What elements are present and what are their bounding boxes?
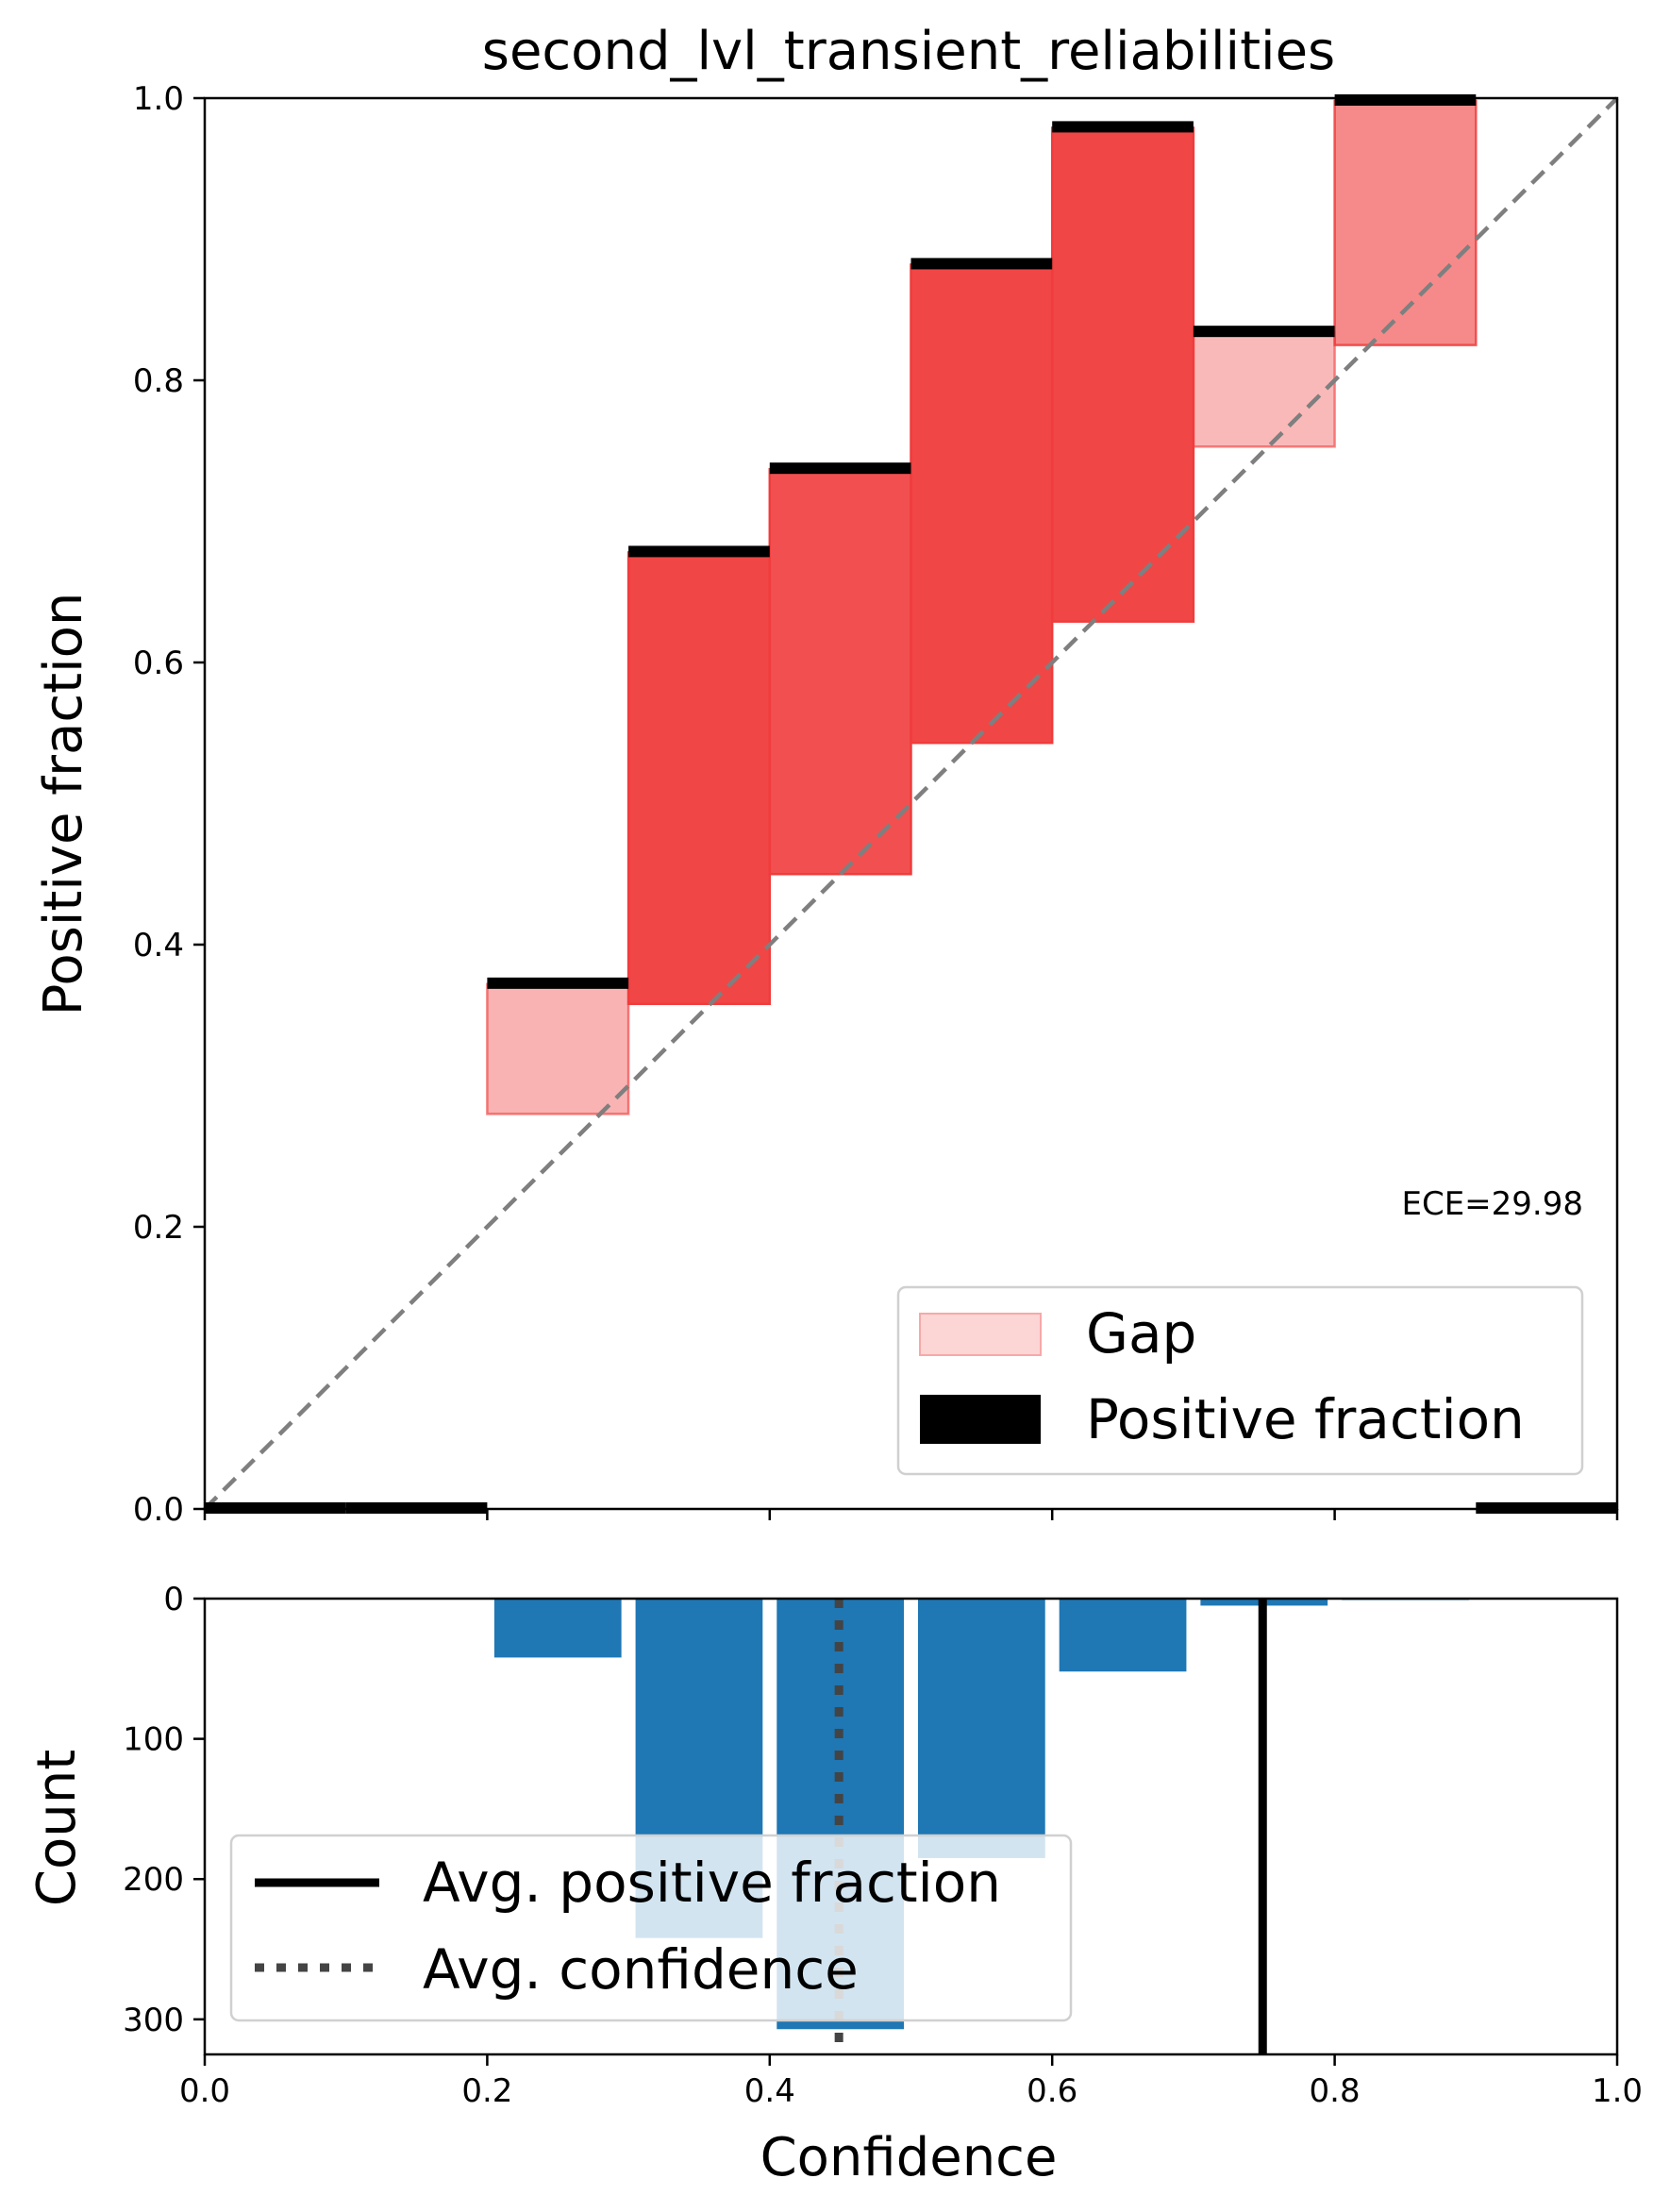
- top-plot-frame: [203, 96, 1619, 1511]
- perfect-calibration-line: [203, 96, 1619, 1511]
- top-x-ticks: [203, 1509, 1619, 1520]
- bottom-legend: Avg. positive fraction Avg. confidence: [229, 1834, 1073, 2022]
- gap-bar: [1333, 99, 1478, 346]
- gap-bar: [486, 982, 630, 1115]
- legend-swatch-gap: [919, 1313, 1042, 1356]
- x-tick-label: 0.6: [1027, 2072, 1077, 2110]
- x-tick-label: 0.0: [179, 2072, 230, 2110]
- positive-fraction-mark: [487, 977, 629, 989]
- gap-bar: [1192, 330, 1336, 448]
- positive-fraction-mark: [1052, 121, 1194, 133]
- chart-title: second_lvl_transient_reliabilities: [482, 21, 1335, 82]
- y-tick-label: 0: [163, 1581, 184, 1618]
- ece-annotation: ECE=29.98: [1401, 1185, 1583, 1223]
- gap-bar: [768, 467, 912, 876]
- top-legend: Gap Positive fraction: [896, 1285, 1584, 1476]
- gap-bars: [486, 99, 1478, 1115]
- gap-bar: [1050, 126, 1195, 623]
- legend-label-avg-confidence: Avg. confidence: [423, 1937, 859, 2002]
- y-tick-label: 0.2: [133, 1209, 184, 1247]
- y-tick-label: 0.4: [133, 927, 184, 964]
- average-lines: [834, 1599, 1267, 2054]
- y-axis-label-top: Positive fraction: [33, 593, 94, 1016]
- bottom-plot-frame: [203, 1597, 1619, 2056]
- legend-swatch-positive-fraction: [920, 1395, 1041, 1444]
- positive-fraction-marks: [205, 93, 1617, 1514]
- legend-label-avg-positive-fraction: Avg. positive fraction: [423, 1851, 1001, 1915]
- y-axis-label-bottom: Count: [26, 1750, 88, 1906]
- legend-box: [229, 1834, 1073, 2022]
- x-tick-label: 1.0: [1592, 2072, 1643, 2110]
- count-bar: [493, 1599, 622, 1658]
- y-tick-label: 200: [123, 1861, 184, 1899]
- positive-fraction-mark: [1334, 93, 1477, 106]
- x-tick-label: 0.4: [744, 2072, 795, 2110]
- legend-box: [896, 1285, 1584, 1476]
- positive-fraction-mark: [910, 258, 1053, 270]
- reliability-panel: second_lvl_transient_reliabilities Posit…: [33, 21, 1619, 1529]
- gap-bar: [910, 263, 1054, 745]
- count-bar: [917, 1599, 1045, 1858]
- bottom-x-ticks: 0.0 0.2 0.4 0.6 0.8 1.0: [179, 2054, 1643, 2110]
- positive-fraction-mark: [1193, 326, 1335, 338]
- y-tick-label: 100: [123, 1721, 184, 1759]
- y-tick-label: 0.0: [133, 1491, 184, 1529]
- legend-label-positive-fraction: Positive fraction: [1086, 1387, 1525, 1451]
- y-tick-label: 300: [123, 2002, 184, 2039]
- histogram-panel: Count Avg. positive fraction Avg. confid…: [26, 1581, 1643, 2188]
- positive-fraction-mark: [769, 462, 911, 475]
- count-bar: [1059, 1599, 1187, 1672]
- y-tick-label: 0.6: [133, 645, 184, 682]
- y-tick-label: 0.8: [133, 362, 184, 400]
- legend-label-gap: Gap: [1086, 1301, 1196, 1366]
- x-tick-label: 0.2: [461, 2072, 512, 2110]
- x-axis-label: Confidence: [760, 2127, 1058, 2188]
- bottom-y-ticks: 0 100 200 300: [123, 1581, 205, 2039]
- reference-diagonal: [203, 96, 1619, 1511]
- top-y-ticks: 0.0 0.2 0.4 0.6 0.8 1.0: [133, 80, 205, 1529]
- positive-fraction-mark: [628, 545, 770, 558]
- gap-bar: [626, 551, 772, 1006]
- x-tick-label: 0.8: [1310, 2072, 1361, 2110]
- y-tick-label: 1.0: [133, 80, 184, 118]
